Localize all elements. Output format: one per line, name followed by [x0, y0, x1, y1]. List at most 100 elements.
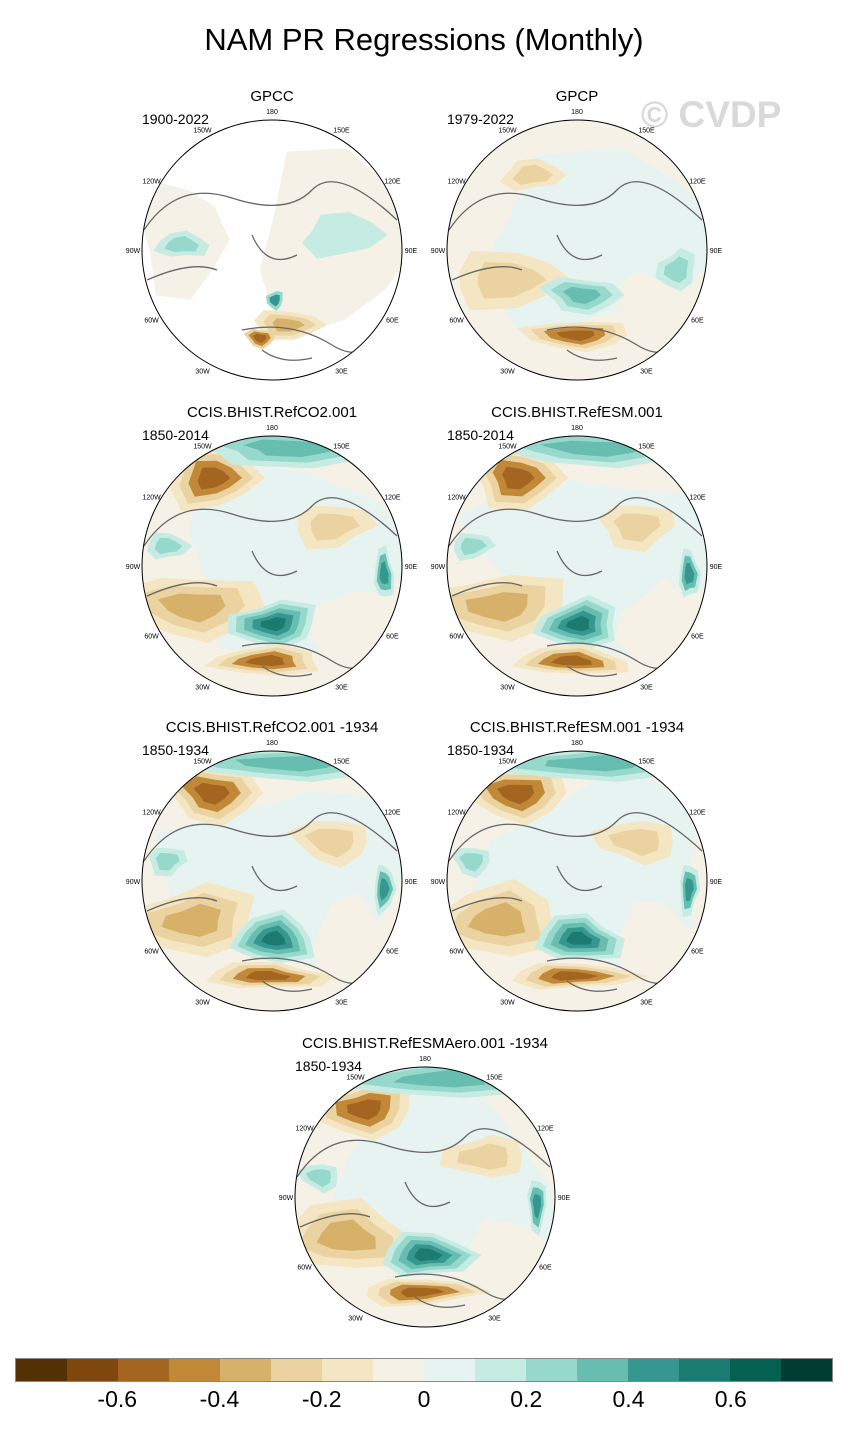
- lon-label: 60W: [144, 634, 159, 641]
- lon-label: 150W: [498, 128, 517, 135]
- lon-label: 150E: [333, 759, 350, 766]
- lon-label: 60E: [386, 949, 399, 956]
- colorbar-segment: [67, 1359, 118, 1381]
- cvdp-watermark: © CVDP: [641, 94, 782, 135]
- panel-title: CCIS.BHIST.RefCO2.001 -1934: [165, 719, 379, 736]
- colorbar-label: 0.4: [612, 1386, 645, 1412]
- colorbar-segment: [322, 1359, 373, 1381]
- panel-period: 1850-2014: [142, 427, 209, 443]
- lon-label: 30W: [195, 368, 210, 375]
- lon-label: 60E: [691, 634, 704, 641]
- lon-label: 180: [571, 425, 583, 432]
- coastlines: [143, 812, 398, 992]
- map-panel: 180150E120E90E60E30E030W60W90W120W150WGP…: [122, 88, 422, 383]
- lon-label: 150W: [498, 444, 517, 451]
- panel-period: 1979-2022: [447, 111, 514, 127]
- lon-label: 60E: [539, 1265, 552, 1272]
- panel-title: GPCC: [250, 88, 294, 105]
- map-panel: 180150E120E90E60E30E030W60W90W120W150WCC…: [122, 404, 422, 699]
- lon-label: 90E: [405, 248, 418, 255]
- colorbar-segment: [16, 1359, 67, 1381]
- lon-label: 60W: [449, 318, 464, 325]
- lon-label: 150E: [638, 128, 655, 135]
- lon-label: 30W: [500, 368, 515, 375]
- lon-label: 60E: [691, 318, 704, 325]
- coastlines: [448, 497, 703, 677]
- lon-label: 30E: [335, 684, 348, 691]
- map-field: [447, 751, 707, 1011]
- lon-label: 120E: [689, 810, 706, 817]
- lon-label: 90W: [431, 248, 446, 255]
- map-field: [142, 436, 402, 696]
- colorbar-segment: [271, 1359, 322, 1381]
- lon-label: 60W: [449, 949, 464, 956]
- lon-label: 120E: [689, 179, 706, 186]
- lon-label: 120E: [537, 1126, 554, 1133]
- map-panel: 180150E120E90E60E30E030W60W90W120W150WCC…: [122, 719, 422, 1014]
- lon-label: 150W: [193, 444, 212, 451]
- lon-label: 120W: [447, 179, 466, 186]
- lon-label: 30E: [335, 368, 348, 375]
- lon-label: 150W: [498, 759, 517, 766]
- lon-label: 180: [266, 109, 278, 116]
- polar-map: 180150E120E90E60E30E030W60W90W120W150W: [126, 740, 418, 1012]
- map-panel: 180150E120E90E60E30E030W60W90W120W150WCC…: [427, 404, 727, 699]
- lon-label: 30E: [335, 999, 348, 1006]
- panel-title: GPCP: [555, 88, 599, 105]
- map-boundary: [446, 435, 708, 697]
- colorbar-label: 0.2: [510, 1386, 543, 1412]
- colorbar-segment: [475, 1359, 526, 1381]
- map-panel: 180150E120E90E60E30E030W60W90W120W150WCC…: [427, 719, 727, 1014]
- colorbar-segment: [118, 1359, 169, 1381]
- lon-label: 150E: [486, 1075, 503, 1082]
- lon-label: 120E: [384, 495, 401, 502]
- lon-label: 30W: [195, 684, 210, 691]
- colorbar-segment: [781, 1359, 832, 1381]
- lon-label: 90E: [710, 248, 723, 255]
- lon-label: 150W: [193, 128, 212, 135]
- lon-label: 90W: [431, 879, 446, 886]
- coastlines: [143, 497, 398, 677]
- panel-period: 1850-2014: [447, 427, 514, 443]
- lon-label: 90E: [405, 879, 418, 886]
- lon-label: 30W: [500, 684, 515, 691]
- lon-label: 150E: [333, 128, 350, 135]
- colorbar-label: -0.4: [199, 1386, 240, 1412]
- panel-title: CCIS.BHIST.RefESMAero.001 -1934: [302, 1035, 548, 1052]
- colorbar-segment: [220, 1359, 271, 1381]
- lon-label: 30E: [640, 368, 653, 375]
- lon-label: 90W: [126, 564, 141, 571]
- lon-label: 150E: [638, 759, 655, 766]
- lon-label: 150E: [638, 444, 655, 451]
- colorbar-segment: [679, 1359, 730, 1381]
- polar-map: 180150E120E90E60E30E030W60W90W120W150W: [431, 109, 723, 381]
- lon-label: 150W: [193, 759, 212, 766]
- map-boundary: [141, 435, 403, 697]
- colorbar-segment: [169, 1359, 220, 1381]
- colorbar-label: 0.6: [714, 1386, 747, 1412]
- panel-period: 1850-1934: [142, 742, 209, 758]
- map-field: [142, 751, 402, 1011]
- map-field: [142, 120, 402, 380]
- colorbar: [15, 1358, 833, 1382]
- coastlines: [143, 181, 398, 361]
- map-field: [447, 120, 707, 380]
- lon-label: 60E: [691, 949, 704, 956]
- lon-label: 90W: [126, 879, 141, 886]
- lon-label: 90W: [126, 248, 141, 255]
- lon-label: 60E: [386, 634, 399, 641]
- lon-label: 150W: [346, 1075, 365, 1082]
- coastlines: [448, 181, 703, 361]
- lon-label: 120W: [142, 810, 161, 817]
- panel-title: CCIS.BHIST.RefESM.001 -1934: [469, 719, 685, 736]
- lon-label: 30W: [348, 1315, 363, 1322]
- lon-label: 90E: [558, 1195, 571, 1202]
- lon-label: 30E: [640, 684, 653, 691]
- colorbar-segment: [730, 1359, 781, 1381]
- lon-label: 180: [266, 740, 278, 747]
- panel-period: 1850-1934: [295, 1058, 362, 1074]
- lon-label: 180: [419, 1056, 431, 1063]
- lon-label: 180: [266, 425, 278, 432]
- polar-map: 180150E120E90E60E30E030W60W90W120W150W: [126, 109, 418, 381]
- map-boundary: [446, 750, 708, 1012]
